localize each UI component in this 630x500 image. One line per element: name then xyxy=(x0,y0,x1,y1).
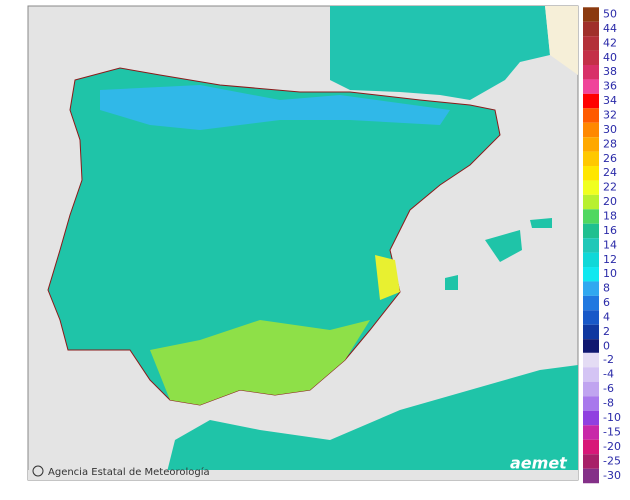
legend-swatch xyxy=(583,7,599,22)
legend-swatch xyxy=(583,410,599,426)
legend-label: -15 xyxy=(603,426,621,439)
legend-swatch xyxy=(583,352,599,368)
east-warm-zone xyxy=(375,255,400,300)
legend-swatch xyxy=(583,93,599,109)
legend-label: 36 xyxy=(603,80,617,93)
legend-swatch xyxy=(583,122,599,138)
credit: Agencia Estatal de Meteorología xyxy=(48,466,210,478)
legend-swatch xyxy=(583,238,599,253)
legend-label: 16 xyxy=(603,224,617,237)
legend-label: -10 xyxy=(603,411,621,424)
legend-swatch xyxy=(583,65,599,80)
legend-swatch xyxy=(583,367,599,382)
legend-label: 38 xyxy=(603,65,617,78)
legend: 5044424038363432302826242220181614121086… xyxy=(583,7,621,484)
legend-swatch xyxy=(583,79,599,94)
legend-swatch xyxy=(583,209,599,224)
france-land xyxy=(330,6,550,100)
legend-swatch xyxy=(583,151,599,167)
legend-swatch xyxy=(583,381,599,397)
logo: aemet xyxy=(510,454,568,473)
legend-label: 8 xyxy=(603,282,610,295)
legend-label: 28 xyxy=(603,137,617,150)
legend-label: 44 xyxy=(603,22,617,35)
legend-swatch xyxy=(583,396,599,411)
legend-label: -6 xyxy=(603,382,614,395)
legend-swatch xyxy=(583,137,599,152)
legend-swatch xyxy=(583,21,599,37)
legend-label: 22 xyxy=(603,181,617,194)
land-outside xyxy=(545,6,578,75)
bottom-strip xyxy=(28,470,578,480)
legend-swatch xyxy=(583,425,599,440)
legend-swatch xyxy=(583,252,599,268)
legend-label: 42 xyxy=(603,36,617,49)
legend-label: 24 xyxy=(603,166,617,179)
legend-label: -2 xyxy=(603,353,614,366)
legend-swatch xyxy=(583,50,599,66)
legend-label: -20 xyxy=(603,440,621,453)
legend-label: 50 xyxy=(603,8,617,21)
legend-label: 40 xyxy=(603,51,617,64)
legend-label: 2 xyxy=(603,325,610,338)
legend-label: 6 xyxy=(603,296,610,309)
islands xyxy=(445,218,552,290)
legend-swatch xyxy=(583,339,599,354)
legend-swatch xyxy=(583,439,599,455)
legend-swatch xyxy=(583,454,599,469)
north-cool-zone xyxy=(100,85,450,130)
legend-label: -30 xyxy=(603,469,621,482)
legend-label: 10 xyxy=(603,267,617,280)
copyright-icon xyxy=(32,465,44,477)
legend-label: 14 xyxy=(603,238,617,251)
legend-label: 12 xyxy=(603,253,617,266)
legend-swatch xyxy=(583,267,599,282)
legend-label: 4 xyxy=(603,311,610,324)
legend-swatch xyxy=(583,166,599,181)
africa-land xyxy=(165,365,578,480)
legend-label: 30 xyxy=(603,123,617,136)
legend-swatch xyxy=(583,295,599,311)
legend-label: 18 xyxy=(603,210,617,223)
legend-label: -25 xyxy=(603,455,621,468)
legend-swatch xyxy=(583,468,599,484)
legend-swatch xyxy=(583,108,599,123)
legend-label: -8 xyxy=(603,397,614,410)
legend-swatch xyxy=(583,194,599,210)
south-warm-zone xyxy=(150,320,370,405)
legend-swatch xyxy=(583,324,599,340)
legend-label: 0 xyxy=(603,339,610,352)
legend-swatch xyxy=(583,281,599,296)
legend-label: 32 xyxy=(603,109,617,122)
legend-label: 26 xyxy=(603,152,617,165)
legend-label: 20 xyxy=(603,195,617,208)
legend-label: -4 xyxy=(603,368,614,381)
legend-swatch xyxy=(583,310,599,325)
legend-label: 34 xyxy=(603,94,617,107)
legend-swatch xyxy=(583,36,599,51)
legend-swatch xyxy=(583,223,599,239)
legend-swatch xyxy=(583,180,599,195)
